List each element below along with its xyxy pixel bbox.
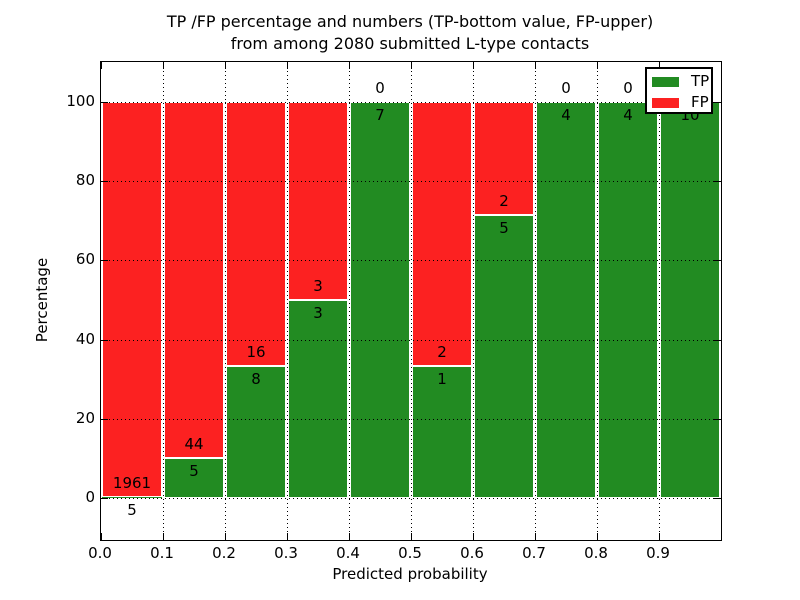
- gridline-v: [597, 62, 598, 540]
- fp-count-label: 2: [437, 343, 447, 362]
- bar-segment-fp: [288, 101, 348, 300]
- bar-segment-fp: [102, 101, 162, 498]
- fp-count-label: 0: [375, 78, 385, 97]
- legend-fp-swatch: [652, 97, 679, 108]
- tp-count-label: 4: [623, 105, 633, 124]
- gridline-v: [349, 62, 350, 540]
- tp-count-label: 7: [375, 105, 385, 124]
- x-tick-label: 0.5: [398, 544, 422, 562]
- legend-fp-label: FP: [691, 93, 709, 111]
- tp-count-label: 1: [437, 370, 447, 389]
- bar-segment-tp: [350, 101, 410, 499]
- fp-count-label: 16: [246, 343, 266, 362]
- chart-title-line2: from among 2080 submitted L-type contact…: [230, 34, 590, 53]
- gridline-v: [163, 62, 164, 540]
- y-axis-label: Percentage: [33, 257, 51, 343]
- fp-count-label: 2: [499, 192, 509, 210]
- tp-count-label: 5: [127, 501, 137, 520]
- x-tick: [101, 62, 102, 69]
- y-tick-label: 60: [75, 250, 95, 269]
- x-tick: [101, 533, 102, 540]
- bar-segment-fp: [164, 101, 224, 458]
- legend-tp-swatch: [652, 76, 679, 87]
- tp-count-label: 8: [251, 370, 261, 389]
- fp-count-label: 3: [313, 277, 323, 295]
- bar-segment-tp: [288, 300, 348, 499]
- bar-segment-tp: [660, 101, 720, 499]
- bar-segment-tp: [474, 215, 534, 499]
- bar-segment-tp: [226, 366, 286, 499]
- legend-entry-tp: TP: [652, 73, 711, 90]
- gridline-v: [287, 62, 288, 540]
- y-tick-label: 80: [75, 171, 95, 189]
- gridline-v: [411, 62, 412, 540]
- y-tick-label: 0: [85, 488, 95, 507]
- fp-count-label: 44: [184, 434, 204, 453]
- bar-segment-tp: [598, 101, 658, 499]
- x-tick-label: 0.7: [522, 544, 546, 562]
- x-tick-label: 0.2: [212, 544, 236, 562]
- tp-count-label: 5: [499, 219, 509, 237]
- gridline-v: [473, 62, 474, 540]
- y-tick-label: 20: [75, 409, 95, 427]
- chart-title-line1: TP /FP percentage and numbers (TP-bottom…: [166, 12, 654, 31]
- bar-segment-fp: [226, 101, 286, 367]
- legend-tp-label: TP: [691, 72, 710, 90]
- x-tick-label: 0.6: [460, 544, 484, 562]
- gridline-v: [225, 62, 226, 540]
- fp-count-label: 0: [623, 78, 633, 97]
- y-tick-label: 100: [66, 91, 95, 110]
- gridline-v: [535, 62, 536, 540]
- y-tick-label: 40: [75, 329, 95, 348]
- x-tick-label: 0.1: [150, 544, 174, 562]
- bar-segment-tp: [102, 497, 162, 499]
- fp-count-label: 0: [561, 78, 571, 97]
- legend: TP FP: [645, 67, 713, 114]
- bar-segment-tp: [536, 101, 596, 499]
- x-tick-label: 0.4: [336, 544, 360, 562]
- fp-count-label: 1961: [112, 474, 152, 493]
- bar-segment-tp: [412, 366, 472, 499]
- tp-count-label: 5: [189, 461, 199, 480]
- plot-area: 19615445168330721250404010: [100, 61, 722, 541]
- x-tick-label: 0.9: [646, 544, 670, 562]
- bar-segment-tp: [164, 457, 224, 499]
- x-axis-label: Predicted probability: [332, 565, 488, 583]
- tp-count-label: 3: [313, 304, 323, 322]
- legend-entry-fp: FP: [652, 94, 711, 111]
- tp-count-label: 4: [561, 105, 571, 124]
- x-tick-label: 0.8: [584, 544, 608, 562]
- x-tick-label: 0.3: [274, 544, 298, 562]
- x-tick-label: 0.0: [88, 544, 112, 562]
- gridline-v: [659, 62, 660, 540]
- chart-title: TP /FP percentage and numbers (TP-bottom…: [100, 11, 720, 55]
- bar-segment-fp: [412, 101, 472, 367]
